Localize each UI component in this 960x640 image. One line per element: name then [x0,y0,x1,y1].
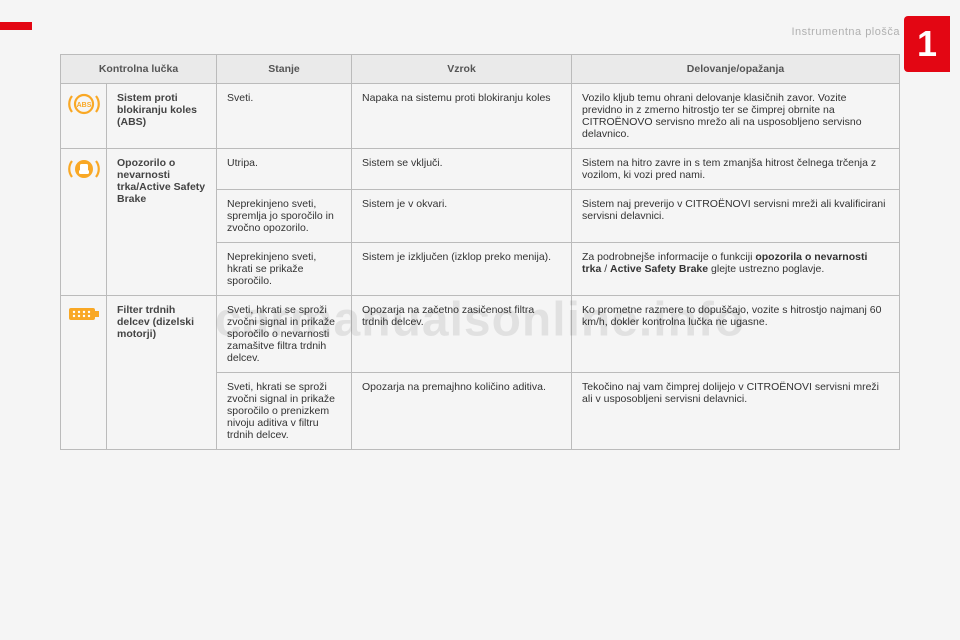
indicator-name: Filter trdnih delcev (dizelski motorji) [107,296,217,450]
table-header-row: Kontrolna lučka Stanje Vzrok Delovanje/o… [61,55,900,84]
indicator-action: Vozilo kljub temu ohrani delovanje klasi… [572,84,900,149]
indicator-cause: Opozarja na premajhno količino aditiva. [352,373,572,450]
indicator-cause: Napaka na sistemu proti blokiranju koles [352,84,572,149]
action-bold: Active Safety Brake [610,263,708,275]
indicator-cause: Sistem je izključen (izklop preko menija… [352,243,572,296]
red-accent-tab [0,22,32,30]
indicator-cause: Sistem se vključi. [352,149,572,190]
col-cause: Vzrok [352,55,572,84]
col-indicator: Kontrolna lučka [61,55,217,84]
indicator-state: Sveti, hkrati se sproži zvočni signal in… [217,373,352,450]
indicator-state: Neprekinjeno sveti, hkrati se prikaže sp… [217,243,352,296]
col-action: Delovanje/opažanja [572,55,900,84]
content-area: Kontrolna lučka Stanje Vzrok Delovanje/o… [60,54,900,450]
indicator-state: Sveti, hkrati se sproži zvočni signal in… [217,296,352,373]
indicator-name: Opozorilo o nevarnosti trka/Active Safet… [107,149,217,296]
dpf-icon [61,296,107,450]
indicator-action: Sistem na hitro zavre in s tem zmanjša h… [572,149,900,190]
col-state: Stanje [217,55,352,84]
action-text: / [601,263,610,275]
table-row: ABS Sistem proti blokiranju koles (ABS) … [61,84,900,149]
table-row: Opozorilo o nevarnosti trka/Active Safet… [61,149,900,190]
action-text: Za podrobnejše informacije o funkciji [582,251,755,263]
svg-text:ABS: ABS [76,102,91,109]
indicator-cause: Sistem je v okvari. [352,190,572,243]
action-text: glejte ustrezno poglavje. [708,263,824,275]
indicator-action: Za podrobnejše informacije o funkciji op… [572,243,900,296]
collision-warning-icon [61,149,107,296]
chapter-number-badge: 1 [904,16,950,72]
indicator-state: Utripa. [217,149,352,190]
indicator-state: Neprekinjeno sveti, spremlja jo sporočil… [217,190,352,243]
abs-icon: ABS [61,84,107,149]
indicator-action: Ko prometne razmere to dopuščajo, vozite… [572,296,900,373]
indicator-state: Sveti. [217,84,352,149]
table-row: Filter trdnih delcev (dizelski motorji) … [61,296,900,373]
indicator-action: Sistem naj preverijo v CITROËNOVI servis… [572,190,900,243]
indicator-action: Tekočino naj vam čimprej dolijejo v CITR… [572,373,900,450]
indicator-cause: Opozarja na začetno zasičenost filtra tr… [352,296,572,373]
section-title: Instrumentna plošča [791,26,900,38]
indicator-name: Sistem proti blokiranju koles (ABS) [107,84,217,149]
indicator-table: Kontrolna lučka Stanje Vzrok Delovanje/o… [60,54,900,450]
